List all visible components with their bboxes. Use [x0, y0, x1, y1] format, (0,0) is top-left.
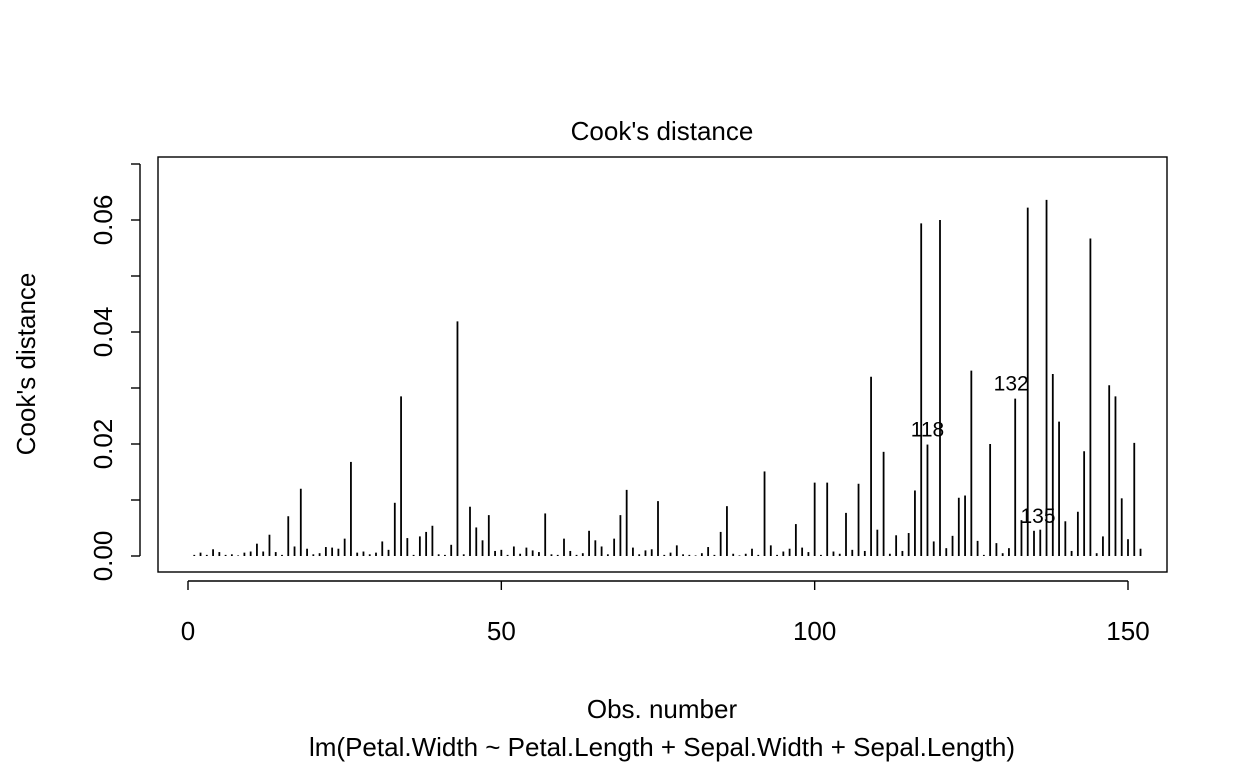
- point-label-118: 118: [911, 419, 944, 442]
- x-axis: 0 50 100 150: [181, 580, 1150, 646]
- spike-series: [193, 199, 1142, 556]
- y-tick-label: 0.04: [88, 307, 118, 358]
- y-tick-label: 0.02: [88, 419, 118, 470]
- point-label-132: 132: [994, 373, 1029, 396]
- chart-title: Cook's distance: [571, 116, 754, 146]
- y-axis-label: Cook's distance: [11, 273, 41, 456]
- x-axis-label: Obs. number: [587, 694, 738, 724]
- y-axis: 0.00 0.02 0.04 0.06: [88, 163, 141, 582]
- x-tick-label: 150: [1106, 616, 1149, 646]
- point-label-135: 135: [1020, 505, 1055, 528]
- x-tick-label: 0: [181, 616, 195, 646]
- plot-frame: [157, 156, 1168, 573]
- x-tick-label: 100: [793, 616, 836, 646]
- point-label-group: 118 132 135: [911, 373, 1056, 528]
- y-tick-label: 0.06: [88, 195, 118, 246]
- model-formula-subtitle: lm(Petal.Width ~ Petal.Length + Sepal.Wi…: [309, 732, 1015, 762]
- x-tick-label: 50: [487, 616, 516, 646]
- y-tick-label: 0.00: [88, 531, 118, 582]
